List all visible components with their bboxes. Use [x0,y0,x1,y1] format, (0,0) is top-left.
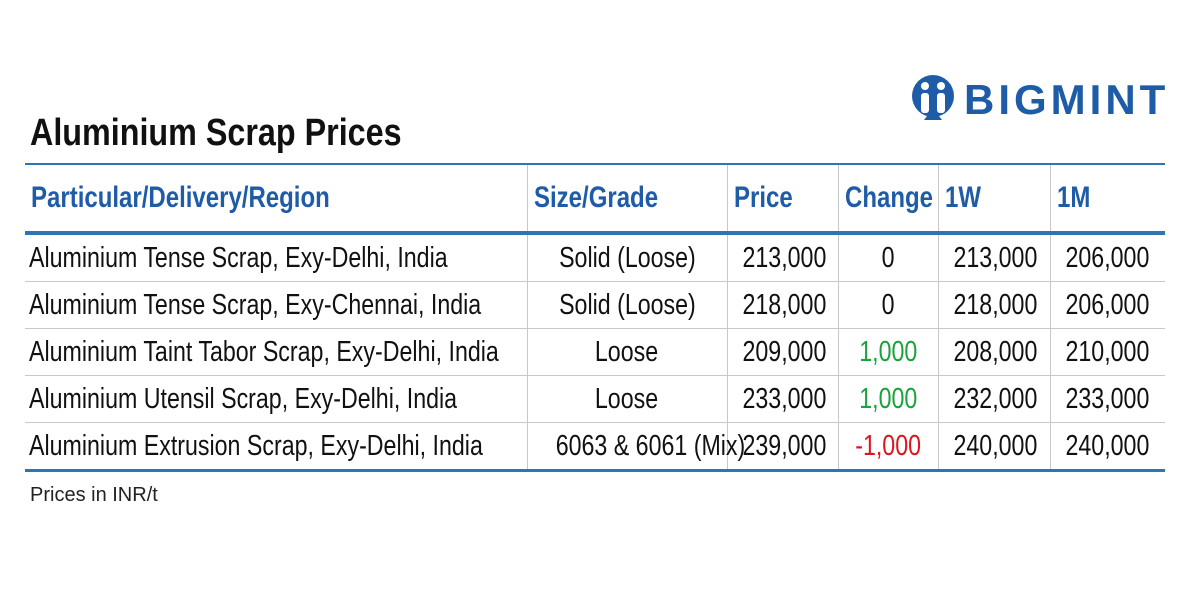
table-cell: Loose [526,328,727,376]
cell-text: 218,000 [952,288,1037,321]
cell-text: -1,000 [855,429,921,462]
cell-text: Loose [595,382,659,415]
table-cell: Solid (Loose) [526,232,727,282]
table-cell: Loose [526,375,727,423]
cell-text: Aluminium Taint Tabor Scrap, Exy-Delhi, … [29,335,499,368]
column-header: Price [726,164,838,235]
cell-text: 0 [881,288,895,321]
table-row: Aluminium Tense Scrap, Exy-Delhi, India S… [25,232,1165,282]
cell-text: 1M [1056,181,1090,214]
table-cell: 6063 & 6061 (Mix) [526,422,745,471]
table-cell: 0 [837,281,938,329]
cell-text: 206,000 [1065,288,1150,321]
cell-text: Size/Grade [533,181,658,214]
table-cell: Solid (Loose) [526,281,727,329]
table-cell: 213,000 [726,232,838,282]
table-cell: Aluminium Utensil Scrap, Exy-Delhi, Indi… [25,375,527,423]
table-cell: 232,000 [937,375,1050,423]
cell-text: Aluminium Tense Scrap, Exy-Delhi, India [29,241,448,274]
table-body: Aluminium Tense Scrap, Exy-Delhi, India S… [25,232,1165,471]
title: Aluminium Scrap Prices [30,112,402,154]
table-cell: 0 [837,232,938,282]
table-cell: 240,000 [937,422,1050,471]
cell-text: 233,000 [1065,382,1150,415]
cell-text: 210,000 [1065,335,1150,368]
cell-text: 233,000 [741,382,826,415]
table-cell: 1,000 [837,328,938,376]
table-cell: 210,000 [1049,328,1165,376]
table-row: Aluminium Extrusion Scrap, Exy-Delhi, In… [25,422,1165,471]
table-cell: Aluminium Taint Tabor Scrap, Exy-Delhi, … [25,328,527,376]
table-cell: 218,000 [726,281,838,329]
column-header: Change [837,164,938,235]
table-cell: 206,000 [1049,232,1165,282]
cell-text: Solid (Loose) [558,241,696,274]
header-row: Particular/Delivery/Region Size/Grade Pric… [25,164,1165,235]
table-cell: 209,000 [726,328,838,376]
cell-text: 208,000 [952,335,1037,368]
logo-icon [912,75,954,120]
cell-text: 1,000 [858,382,918,415]
cell-text: 1,000 [858,335,918,368]
cell-text: Aluminium Utensil Scrap, Exy-Delhi, Indi… [29,382,458,415]
cell-text: 206,000 [1065,241,1150,274]
cell-text: 209,000 [741,335,826,368]
cell-text: 232,000 [952,382,1037,415]
logo-text: BIGMINT [964,76,1170,123]
logo: BIGMINT [910,70,1169,130]
cell-text: 218,000 [741,288,826,321]
column-header: Size/Grade [526,164,727,235]
cell-text: Particular/Delivery/Region [31,181,330,214]
cell-text: 240,000 [1065,429,1150,462]
table-cell: 239,000 [726,422,838,471]
cell-text: 213,000 [741,241,826,274]
cell-text: 240,000 [952,429,1037,462]
column-header: Particular/Delivery/Region [25,164,527,235]
cell-text: 6063 & 6061 (Mix) [555,429,745,462]
table-cell: -1,000 [837,422,938,471]
cell-text: 213,000 [952,241,1037,274]
cell-text: Aluminium Extrusion Scrap, Exy-Delhi, In… [29,429,483,462]
cell-text: 0 [881,241,895,274]
table-cell: 1,000 [837,375,938,423]
cell-text: 239,000 [741,429,826,462]
footnote: Prices in INR/t [30,484,158,506]
table-cell: 206,000 [1049,281,1165,329]
table-row: Aluminium Tense Scrap, Exy-Chennai, Indi… [25,281,1165,329]
table-cell: 218,000 [937,281,1050,329]
column-header: 1W [937,164,1050,235]
table-cell: 233,000 [726,375,838,423]
table-cell: Aluminium Tense Scrap, Exy-Delhi, India [25,232,527,282]
cell-text: Change [844,181,933,214]
column-header: 1M [1049,164,1165,235]
table-cell: Aluminium Tense Scrap, Exy-Chennai, Indi… [25,281,527,329]
cell-text: 1W [944,181,981,214]
table-cell: 240,000 [1049,422,1165,471]
cell-text: Price [733,181,793,214]
price-table: Particular/Delivery/Region Size/Grade Pric… [25,163,1165,472]
table-row: Aluminium Taint Tabor Scrap, Exy-Delhi, … [25,328,1165,376]
cell-text: Loose [595,335,659,368]
table-cell: 233,000 [1049,375,1165,423]
table-cell: 213,000 [937,232,1050,282]
cell-text: Aluminium Tense Scrap, Exy-Chennai, Indi… [29,288,482,321]
cell-text: Solid (Loose) [558,288,696,321]
table-cell: Aluminium Extrusion Scrap, Exy-Delhi, In… [25,422,527,471]
table-cell: 208,000 [937,328,1050,376]
table-row: Aluminium Utensil Scrap, Exy-Delhi, Indi… [25,375,1165,423]
